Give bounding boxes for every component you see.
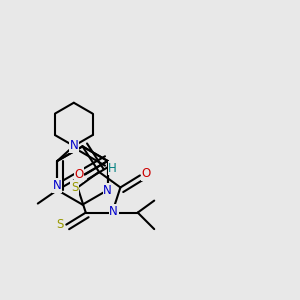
Text: H: H	[108, 162, 117, 175]
Text: S: S	[71, 181, 78, 194]
Text: S: S	[57, 218, 64, 231]
Text: N: N	[103, 184, 112, 196]
Text: N: N	[110, 205, 118, 218]
Text: O: O	[141, 167, 151, 180]
Text: N: N	[69, 140, 78, 152]
Text: N: N	[53, 179, 62, 192]
Text: O: O	[75, 168, 84, 181]
